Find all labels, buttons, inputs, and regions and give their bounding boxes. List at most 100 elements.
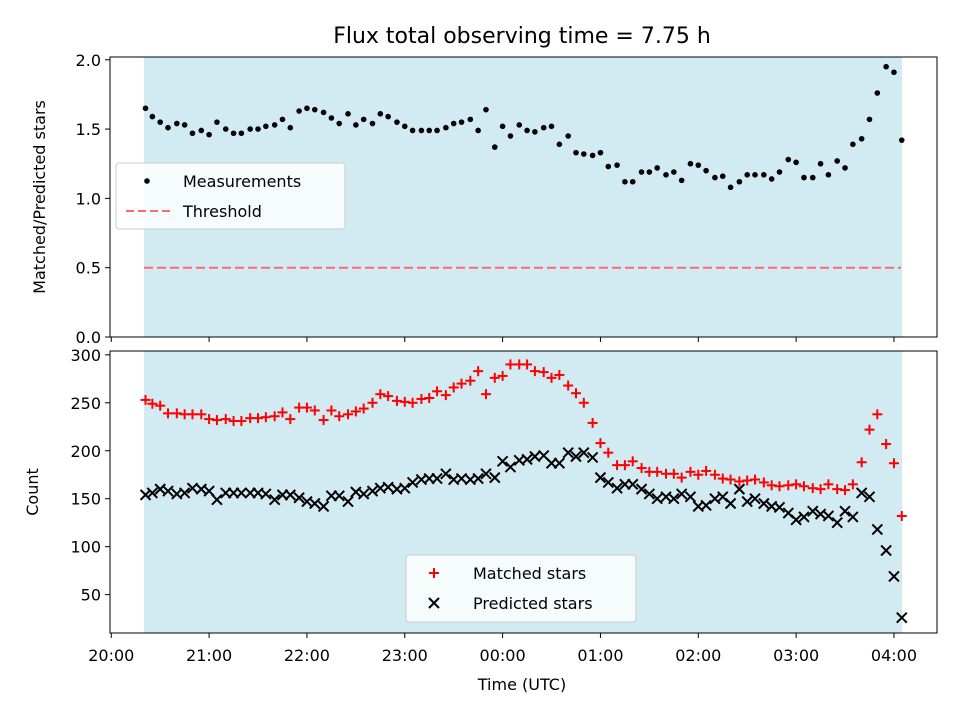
matched-star-point — [888, 458, 899, 469]
cross-b — [668, 493, 680, 505]
predicted-star-point — [831, 516, 843, 529]
cross-b — [357, 488, 370, 500]
matched-star-point — [619, 460, 630, 471]
measurement-point — [189, 130, 196, 137]
matched-star-point — [489, 372, 500, 383]
matched-star-point — [529, 366, 540, 377]
predicted-star-point — [489, 471, 501, 484]
cross-b — [709, 493, 721, 505]
predicted-star-point — [880, 544, 892, 557]
measurement-point — [589, 152, 596, 159]
measurement-point — [434, 127, 440, 134]
measurement-point — [181, 122, 188, 128]
measurement-point — [663, 172, 669, 178]
measurement-point — [736, 178, 743, 185]
measurement-point — [850, 141, 856, 148]
measurement-point — [401, 123, 408, 130]
measurement-point — [646, 169, 653, 175]
predicted-star-point — [896, 611, 908, 624]
predicted-star-point — [627, 478, 639, 491]
matched-star-point — [358, 403, 369, 414]
x-tick-label: 03:00 — [773, 646, 819, 665]
predicted-star-point — [863, 491, 876, 503]
predicted-star-point — [309, 497, 321, 510]
matched-star-point — [881, 439, 892, 450]
matched-star-point — [383, 391, 394, 402]
measurement-point — [842, 165, 848, 171]
matched-star-point — [798, 481, 809, 492]
matched-stars-series — [140, 359, 907, 521]
measurement-point — [858, 135, 865, 142]
cross-b — [839, 505, 851, 517]
cross-b — [447, 473, 460, 486]
y-tick-label: 200 — [70, 442, 101, 461]
predicted-star-point — [758, 497, 770, 510]
ratio-x-axis — [110, 337, 895, 342]
measurement-point — [605, 163, 612, 170]
ratio-y-axis-label: Matched/Predicted stars — [30, 100, 49, 294]
measurement-point — [809, 174, 816, 181]
measurement-point — [426, 127, 433, 134]
matched-star-point — [309, 405, 320, 416]
measurement-point — [328, 115, 335, 121]
measurement-point — [238, 130, 245, 137]
predicted-star-point — [139, 489, 152, 501]
legend-cross — [428, 597, 440, 609]
measurement-point — [883, 63, 889, 70]
x-tick-label: 20:00 — [88, 646, 134, 665]
cross-b — [431, 472, 443, 485]
measurement-point — [638, 169, 645, 175]
matched-star-point — [155, 400, 166, 411]
cross-b — [635, 483, 648, 495]
measurement-point — [467, 116, 474, 123]
measurement-point — [581, 151, 587, 157]
cross-b — [489, 471, 501, 484]
measurement-point — [776, 169, 783, 175]
predicted-star-point — [406, 476, 419, 489]
matched-star-point — [538, 367, 549, 378]
measurement-point — [654, 165, 660, 171]
matched-star-point — [872, 409, 883, 420]
cross-b — [464, 473, 477, 486]
legend-predicted-label: Predicted stars — [473, 594, 593, 613]
measurement-point — [385, 113, 391, 120]
matched-star-point — [815, 484, 826, 495]
cross-b — [268, 493, 281, 506]
measurement-point — [483, 106, 489, 113]
matched-star-point — [627, 456, 638, 467]
cross-b — [211, 493, 223, 506]
measurement-point — [761, 172, 767, 178]
x-tick-label: 02:00 — [675, 646, 721, 665]
measurement-point — [450, 120, 457, 127]
measurement-point — [768, 176, 775, 182]
matched-star-point — [147, 398, 158, 409]
predicted-star-point — [798, 511, 810, 523]
y-tick-label: 0.0 — [76, 328, 101, 347]
predicted-star-point — [871, 523, 884, 536]
predicted-star-point — [562, 446, 574, 459]
measurement-point — [622, 178, 628, 185]
measurement-point — [475, 127, 481, 134]
legend-threshold-label: Threshold — [182, 202, 262, 221]
cross-b — [428, 597, 440, 609]
measurement-point — [629, 178, 636, 185]
measurement-point — [409, 127, 416, 134]
legend-predicted-marker — [428, 597, 440, 609]
cross-b — [513, 454, 525, 467]
legend-plus — [429, 568, 439, 578]
measurement-point — [614, 162, 620, 168]
measurement-point — [507, 133, 514, 139]
matched-star-point — [823, 479, 834, 490]
y-tick-label: 150 — [70, 490, 101, 509]
chart-title: Flux total observing time = 7.75 h — [333, 24, 711, 49]
cross-b — [643, 488, 656, 500]
x-tick-label: 22:00 — [284, 646, 330, 665]
measurement-point — [263, 123, 269, 130]
cross-b — [537, 449, 550, 462]
matched-star-point — [563, 380, 574, 391]
predicted-stars-series — [139, 446, 908, 624]
measurement-point — [548, 123, 555, 130]
x-axis-label: Time (UTC) — [477, 675, 566, 694]
measurement-point — [311, 106, 318, 113]
matched-star-point — [840, 485, 851, 496]
